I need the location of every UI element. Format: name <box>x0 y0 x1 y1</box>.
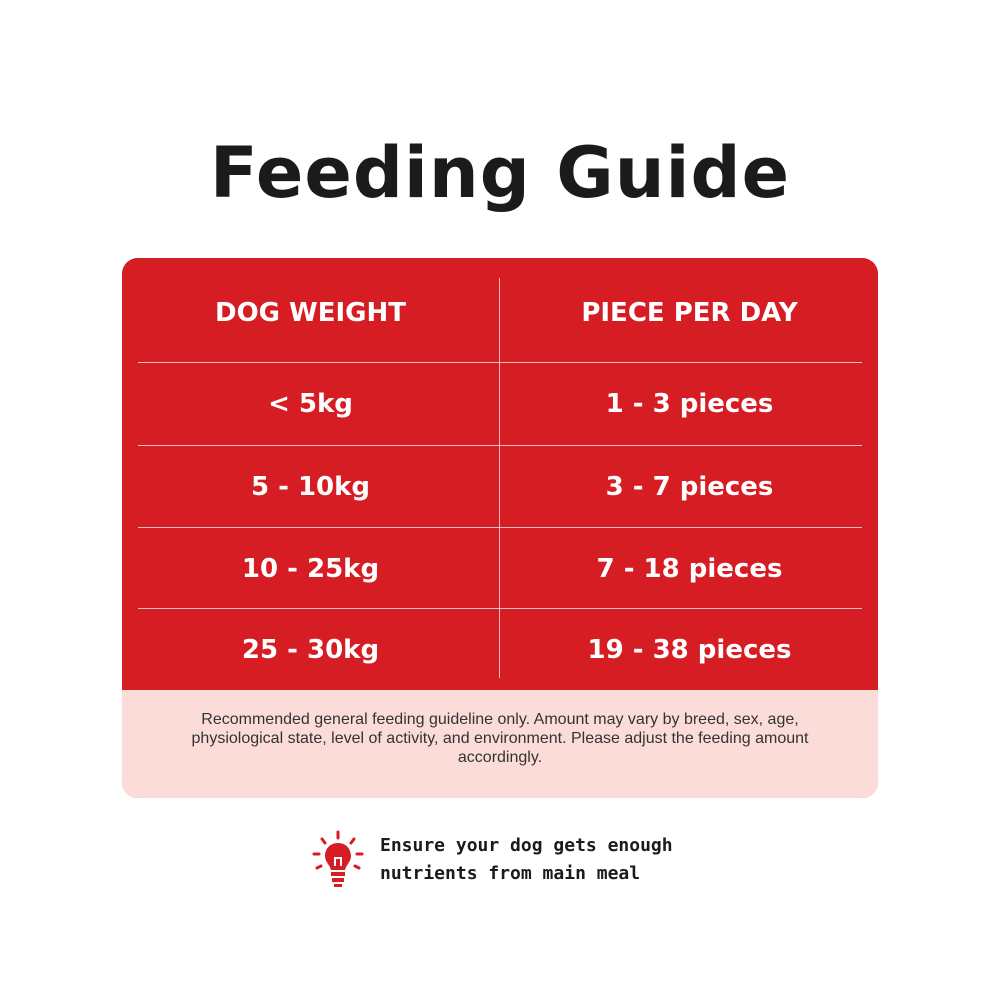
header-dog-weight: DOG WEIGHT <box>214 298 407 328</box>
tip-text: Ensure your dog gets enough nutrients fr… <box>380 832 720 888</box>
disclaimer-box: Recommended general feeding guideline on… <box>122 690 878 798</box>
tip-line-2: nutrients from main meal <box>380 863 641 884</box>
row-3-pieces: 7 - 18 pieces <box>596 554 783 584</box>
row-4-weight: 25 - 30kg <box>241 635 380 665</box>
row-2-weight: 5 - 10kg <box>250 472 371 502</box>
header-piece-per-day: PIECE PER DAY <box>581 298 798 328</box>
row-divider <box>138 362 862 363</box>
column-divider <box>499 278 500 678</box>
row-1-weight: < 5kg <box>268 389 353 419</box>
row-3-weight: 10 - 25kg <box>241 554 380 584</box>
row-divider <box>138 608 862 609</box>
row-divider <box>138 527 862 528</box>
tip-line-1: Ensure your dog gets enough <box>380 835 673 856</box>
page-title: Feeding Guide <box>209 132 791 214</box>
row-4-pieces: 19 - 38 pieces <box>587 635 792 665</box>
row-divider <box>138 445 862 446</box>
row-1-pieces: 1 - 3 pieces <box>605 389 774 419</box>
tip-callout: Ensure your dog gets enough nutrients fr… <box>310 826 730 896</box>
lightbulb-icon <box>312 830 364 887</box>
feeding-table-card: DOG WEIGHT PIECE PER DAY < 5kg 1 - 3 pie… <box>122 258 878 798</box>
row-2-pieces: 3 - 7 pieces <box>605 472 774 502</box>
feeding-table: DOG WEIGHT PIECE PER DAY < 5kg 1 - 3 pie… <box>122 258 878 690</box>
disclaimer-text: Recommended general feeding guideline on… <box>191 711 809 766</box>
